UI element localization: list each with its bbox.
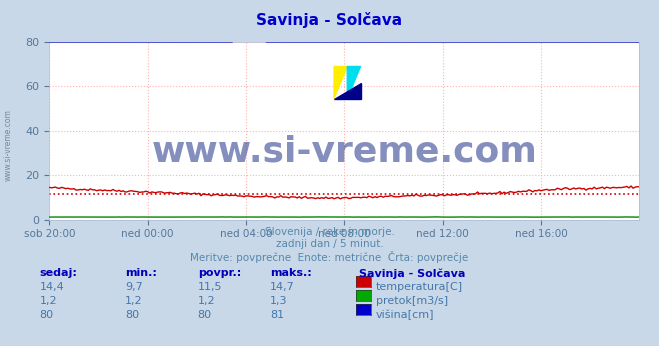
Text: 9,7: 9,7 <box>125 282 143 292</box>
Text: www.si-vreme.com: www.si-vreme.com <box>3 109 13 181</box>
Text: 80: 80 <box>125 310 139 320</box>
Polygon shape <box>347 66 360 99</box>
Text: Savinja - Solčava: Savinja - Solčava <box>256 12 403 28</box>
Text: 1,2: 1,2 <box>198 296 215 306</box>
Text: www.si-vreme.com: www.si-vreme.com <box>152 135 537 169</box>
Text: sedaj:: sedaj: <box>40 268 77 278</box>
Text: 11,5: 11,5 <box>198 282 222 292</box>
Text: povpr.:: povpr.: <box>198 268 241 278</box>
Text: 14,4: 14,4 <box>40 282 65 292</box>
Polygon shape <box>334 66 347 99</box>
Text: 1,2: 1,2 <box>125 296 143 306</box>
Text: 1,3: 1,3 <box>270 296 288 306</box>
Text: višina[cm]: višina[cm] <box>376 310 434 320</box>
Text: 80: 80 <box>198 310 212 320</box>
Text: 81: 81 <box>270 310 284 320</box>
Text: 14,7: 14,7 <box>270 282 295 292</box>
Text: zadnji dan / 5 minut.: zadnji dan / 5 minut. <box>275 239 384 249</box>
Text: maks.:: maks.: <box>270 268 312 278</box>
Text: 80: 80 <box>40 310 53 320</box>
Text: min.:: min.: <box>125 268 157 278</box>
Text: temperatura[C]: temperatura[C] <box>376 282 463 292</box>
Text: pretok[m3/s]: pretok[m3/s] <box>376 296 447 306</box>
Text: 1,2: 1,2 <box>40 296 57 306</box>
Text: Slovenija / reke in morje.: Slovenija / reke in morje. <box>264 227 395 237</box>
Text: Savinja - Solčava: Savinja - Solčava <box>359 268 465 279</box>
Text: Meritve: povprečne  Enote: metrične  Črta: povprečje: Meritve: povprečne Enote: metrične Črta:… <box>190 251 469 263</box>
Polygon shape <box>334 82 360 99</box>
